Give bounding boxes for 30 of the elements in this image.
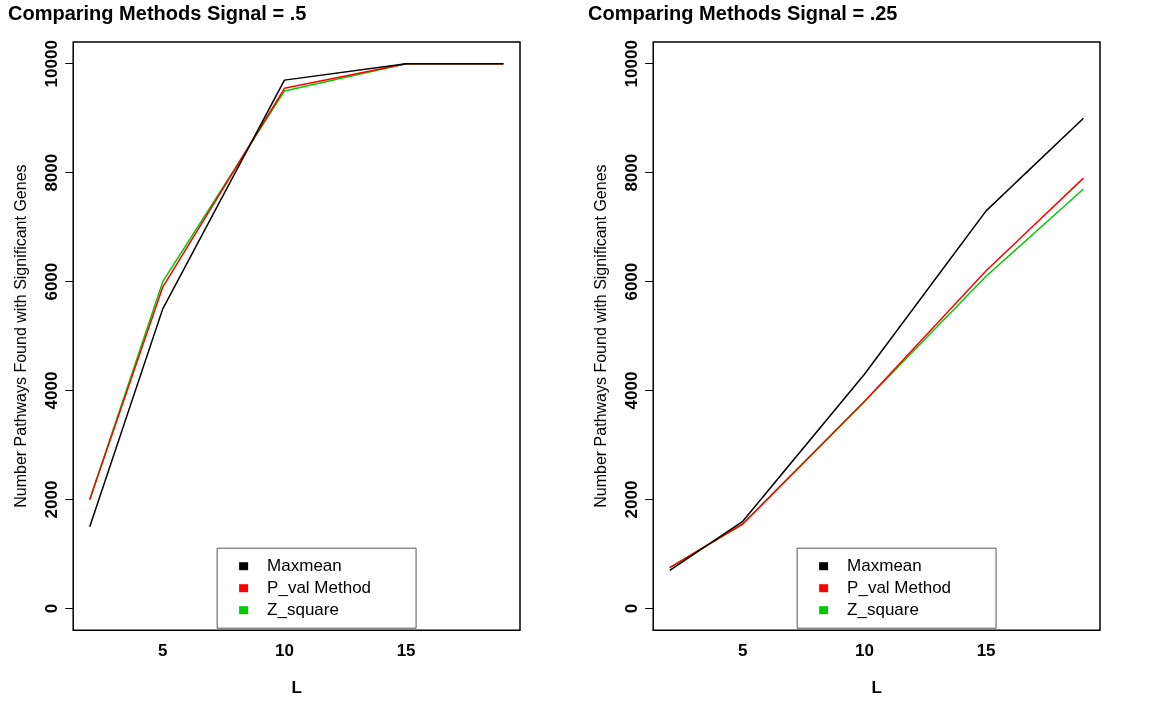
x-tick-label: 5: [158, 641, 168, 661]
y-tick-label: 10000: [622, 40, 642, 88]
x-tick-label: 5: [738, 641, 748, 661]
x-axis-title: L: [871, 678, 882, 698]
y-tick-label: 4000: [622, 371, 642, 410]
y-axis-title: Number Pathways Found with Significant Genes: [592, 164, 610, 508]
legend-label: Z_square: [847, 599, 919, 619]
x-tick-label: 15: [396, 641, 416, 661]
legend-label: Z_square: [267, 599, 339, 619]
y-tick-label: 10000: [42, 40, 62, 88]
y-tick-label: 0: [622, 603, 642, 614]
legend-label: P_val Method: [267, 577, 372, 597]
y-tick-label: 2000: [622, 480, 642, 519]
chart-title: Comparing Methods Signal = .25: [588, 1, 898, 24]
x-tick-label: 10: [274, 641, 294, 661]
x-axis-title: L: [291, 678, 302, 698]
x-tick-label: 15: [976, 641, 996, 661]
y-tick-label: 6000: [42, 262, 62, 301]
legend-label: Maxmean: [847, 555, 922, 575]
legend-label: Maxmean: [267, 555, 342, 575]
y-tick-label: 8000: [622, 153, 642, 192]
y-tick-label: 2000: [42, 480, 62, 519]
legend-label: P_val Method: [847, 577, 952, 597]
y-axis-title: Number Pathways Found with Significant Genes: [12, 164, 30, 508]
y-tick-label: 8000: [42, 153, 62, 192]
y-tick-label: 4000: [42, 371, 62, 410]
chart-title: Comparing Methods Signal = .5: [8, 1, 307, 24]
x-tick-label: 10: [854, 641, 874, 661]
y-tick-label: 0: [42, 603, 62, 614]
y-tick-label: 6000: [622, 262, 642, 301]
